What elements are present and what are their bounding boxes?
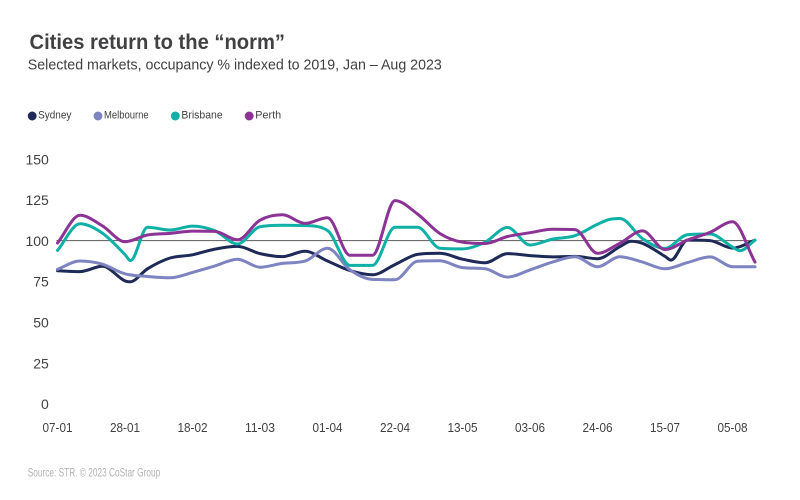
svg-text:13-05: 13-05 [448, 420, 478, 435]
svg-text:125: 125 [25, 192, 49, 208]
svg-text:Sydney: Sydney [38, 109, 72, 121]
svg-text:Cities return to the “norm”: Cities return to the “norm” [30, 29, 286, 54]
svg-text:15-07: 15-07 [650, 420, 680, 435]
svg-text:75: 75 [33, 274, 49, 290]
svg-text:50: 50 [33, 315, 49, 331]
svg-text:Brisbane: Brisbane [181, 109, 222, 121]
svg-text:03-06: 03-06 [515, 420, 545, 435]
svg-text:24-06: 24-06 [583, 420, 613, 435]
svg-text:Selected markets, occupancy %: Selected markets, occupancy % indexed to… [28, 58, 442, 74]
svg-text:18-02: 18-02 [178, 420, 208, 435]
svg-text:07-01: 07-01 [43, 420, 73, 435]
svg-text:11-03: 11-03 [245, 420, 275, 435]
svg-text:Melbourne: Melbourne [104, 109, 149, 121]
svg-text:01-04: 01-04 [313, 420, 343, 435]
svg-text:100: 100 [25, 233, 49, 249]
svg-text:25: 25 [33, 355, 49, 371]
svg-text:22-04: 22-04 [380, 420, 410, 435]
svg-text:28-01: 28-01 [110, 420, 140, 435]
svg-text:Source: STR. © 2023 CoStar Gro: Source: STR. © 2023 CoStar Group [28, 466, 161, 480]
svg-text:Perth: Perth [255, 109, 281, 121]
svg-text:150: 150 [25, 151, 49, 167]
svg-text:0: 0 [41, 396, 49, 412]
svg-text:05-08: 05-08 [718, 420, 748, 435]
